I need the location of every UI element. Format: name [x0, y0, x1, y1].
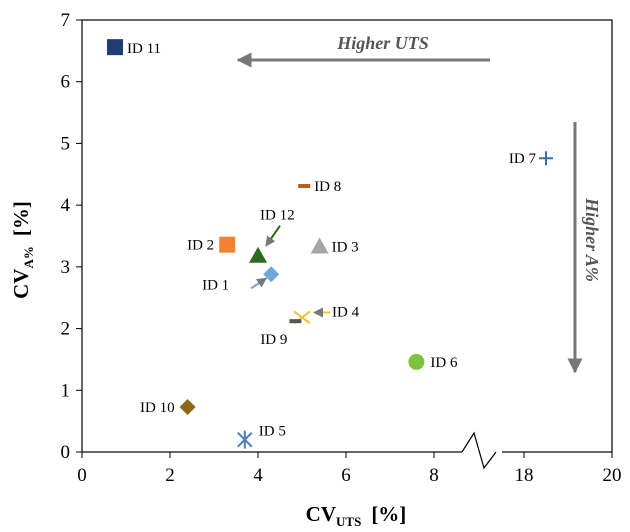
y-tick-label: 1 [61, 380, 71, 401]
label-id-1: ID 1 [202, 277, 229, 293]
y-tick-label: 7 [61, 10, 71, 31]
label-id-2: ID 2 [187, 238, 214, 254]
label-id-6: ID 6 [430, 355, 458, 371]
plot-frame [81, 19, 613, 453]
label-id-11: ID 11 [127, 41, 161, 57]
point-id-1 [263, 266, 280, 283]
x-tick-label: 20 [603, 465, 622, 486]
label-id-12: ID 12 [260, 208, 295, 224]
label-id-10: ID 10 [140, 400, 175, 416]
point-id-6 [408, 353, 425, 370]
y-axis-title-main: CV [9, 269, 33, 299]
axes [76, 19, 613, 470]
annotation-higher-uts: Higher UTS [336, 33, 429, 53]
label-id-9: ID 9 [260, 332, 287, 348]
point-id-7 [539, 151, 553, 166]
leader-id-12 [265, 225, 281, 247]
point-id-8 [298, 184, 311, 189]
x-tick-label: 6 [341, 465, 351, 486]
point-labels: ID 1 ID 2 ID 3 ID 4 ID 5 ID 6 ID 7 ID 8 ID 9 ID 1… [127, 41, 536, 440]
label-id-3: ID 3 [332, 239, 359, 255]
point-id-3 [310, 237, 329, 254]
point-id-2 [219, 236, 236, 253]
x-tick-label: 2 [165, 465, 175, 486]
leader-id-1 [250, 277, 268, 290]
label-id-5: ID 5 [259, 424, 286, 440]
y-tick-label: 4 [61, 195, 71, 216]
x-tick-label: 0 [77, 465, 87, 486]
point-id-5 [237, 430, 253, 449]
annotations: Higher UTS Higher A% [236, 33, 602, 374]
x-axis-title-main: CV [306, 502, 336, 526]
x-axis-title-unit: [%] [371, 502, 406, 526]
y-tick-label: 5 [61, 133, 71, 154]
label-id-8: ID 8 [314, 179, 341, 195]
tick-labels: 0 1 2 3 4 5 6 7 0 2 4 6 8 18 20 [61, 10, 622, 486]
y-tick-label: 3 [61, 257, 71, 278]
x-axis-title-sub: UTS [336, 514, 361, 529]
x-tick-label: 4 [253, 465, 263, 486]
label-id-4: ID 4 [332, 304, 360, 320]
annotation-higher-a: Higher A% [582, 197, 602, 282]
label-id-7: ID 7 [509, 151, 537, 167]
y-axis-title-unit: [%] [9, 201, 33, 236]
y-tick-label: 6 [61, 72, 71, 93]
y-tick-label: 0 [61, 442, 71, 463]
axis-break-gap [462, 448, 502, 458]
point-id-10 [179, 398, 196, 415]
axis-break-mark [461, 431, 497, 470]
y-tick-label: 2 [61, 319, 71, 340]
x-axis-title: CVUTS [%] [306, 502, 407, 529]
y-axis-title-sub: A% [21, 246, 36, 268]
y-axis-title: CVA% [%] [9, 201, 36, 299]
point-id-11 [107, 39, 123, 56]
point-id-12 [249, 246, 267, 263]
data-points [107, 39, 553, 449]
point-id-9 [289, 319, 302, 324]
x-tick-label: 8 [429, 465, 439, 486]
x-tick-label: 18 [515, 465, 534, 486]
